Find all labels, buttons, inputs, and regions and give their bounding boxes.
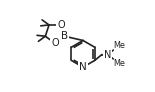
Text: N: N [79,62,87,72]
Text: N: N [104,49,112,60]
Text: Me: Me [114,41,126,50]
Text: Me: Me [114,59,126,68]
Text: O: O [51,38,59,48]
Text: O: O [57,20,65,30]
Text: B: B [61,31,68,41]
